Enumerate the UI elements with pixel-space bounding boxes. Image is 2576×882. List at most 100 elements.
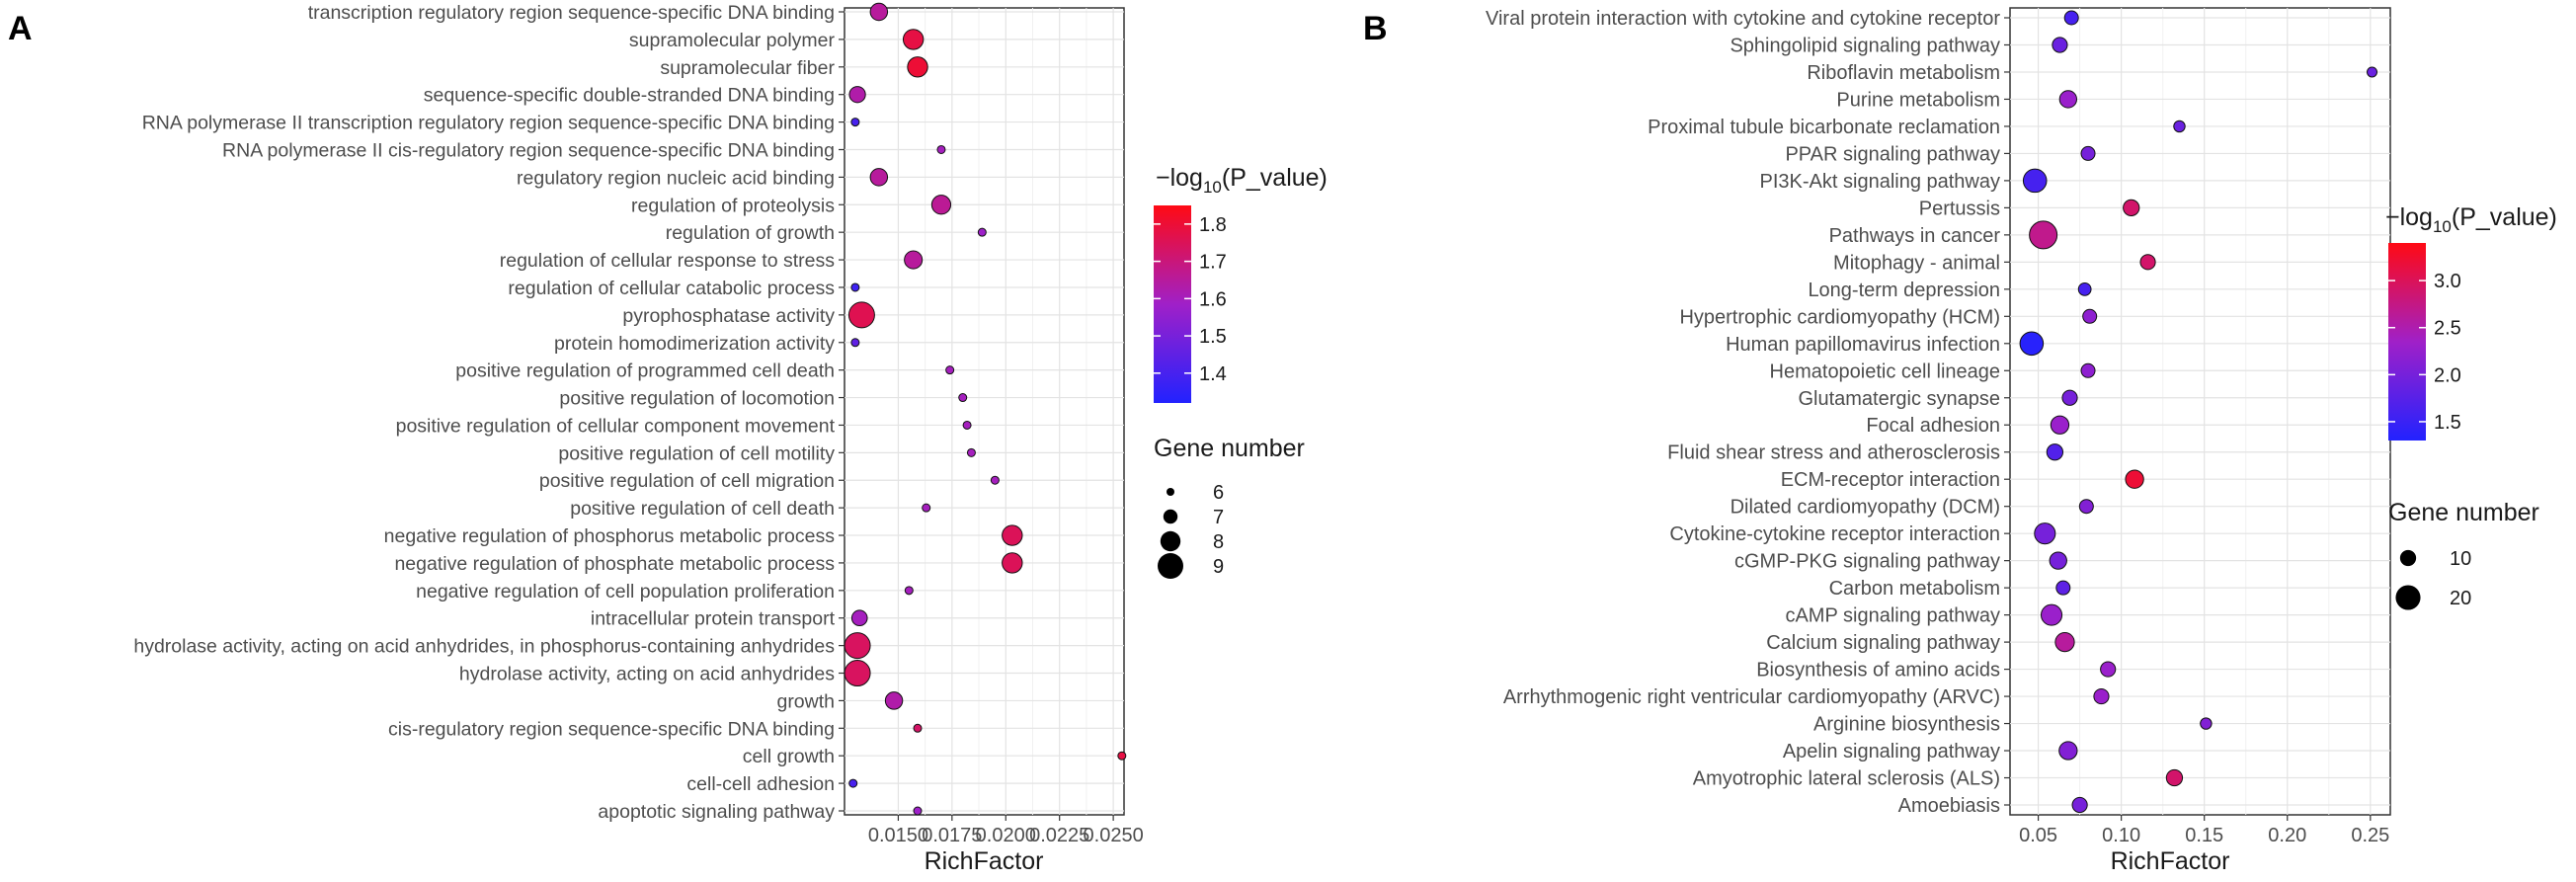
data-point [2123,199,2140,217]
data-point [904,586,914,596]
colorbar-tick-label: 3.0 [2434,271,2461,292]
data-point [1117,751,1127,761]
y-tick-label: Sphingolipid signaling pathway [1730,35,2000,56]
y-tick-label: regulation of cellular response to stres… [500,250,836,272]
data-point [2019,331,2045,357]
x-tick-label: 0.05 [2019,825,2057,846]
data-point [966,447,976,457]
data-point [958,393,968,403]
colorbar-tick-label: 2.5 [2434,318,2461,340]
y-tick-label: growth [776,690,835,712]
data-point [869,168,889,187]
x-axis-title: RichFactor [2111,847,2230,875]
color-legend-title: −log10(P_value) [1156,164,1328,197]
data-point [1002,524,1023,546]
y-tick-label: negative regulation of cell population p… [416,581,835,602]
grid [845,8,1124,815]
data-point [850,118,860,127]
y-tick-label: positive regulation of programmed cell d… [455,361,835,382]
size-legend-items: 10 20 [2395,548,2471,610]
colorbar-tick-label: 2.0 [2434,364,2461,386]
colorbar-tick-label: 1.4 [1199,363,1227,385]
size-legend-label: 20 [2450,588,2471,609]
data-point [850,609,868,627]
data-point [2080,145,2096,161]
y-tick-label: positive regulation of cell death [570,498,835,520]
x-tick-label: 0.20 [2268,825,2306,846]
data-point [884,691,904,710]
panel-letter: B [1363,10,1388,47]
data-point [2139,254,2156,271]
data-point [2052,37,2068,53]
data-point [2173,120,2186,133]
x-tick-label: 0.25 [2351,825,2389,846]
data-point [936,144,946,154]
y-tick-label: cis-regulatory region sequence-specific … [388,718,835,740]
size-legend: Gene number 6 7 8 9 [1154,435,1305,579]
data-point [990,475,1000,485]
x-tick-label: 0.0225 [1029,825,1089,846]
y-tick-label: pyrophosphatase activity [622,305,835,327]
size-legend-label: 6 [1213,482,1224,504]
data-point [2082,308,2098,324]
colorbar-tick-label: 1.6 [1199,288,1227,310]
size-legend-swatch [1163,509,1178,524]
size-legend-swatch [2399,549,2417,567]
y-tick-label: Apelin signaling pathway [1783,741,2000,762]
data-point [2054,631,2075,653]
y-tick-label: RNA polymerase II transcription regulato… [142,113,835,134]
colorbar [2388,243,2426,441]
plot-area [844,7,1125,816]
data-point [2029,220,2058,250]
y-tick-label: intracellular protein transport [591,608,836,630]
y-tick-label: cGMP-PKG signaling pathway [1734,551,2000,573]
x-tick-label: 0.0250 [1084,825,1144,846]
y-tick-label: positive regulation of cell migration [539,470,835,492]
y-tick-label: Pathways in cancer [1829,225,2001,247]
size-legend-swatch [1160,530,1181,552]
y-tick-label: supramolecular polymer [629,30,836,51]
y-tick-label: Glutamatergic synapse [1798,388,2000,410]
data-point [2077,281,2092,296]
size-legend-label: 10 [2450,548,2471,570]
y-tick-label: Carbon metabolism [1829,578,2000,600]
y-tick-label: negative regulation of phosphate metabol… [394,553,835,575]
y-tick-label: Proximal tubule bicarbonate reclamation [1648,117,2000,138]
colorbar-ticks: 1.5 2.0 2.5 3.0 [2388,271,2461,434]
y-tick-label: regulation of cellular catabolic process [508,278,835,299]
y-tick-label: Mitophagy - animal [1833,252,2000,274]
y-tick-label: Dilated cardiomyopathy (DCM) [1731,497,2000,519]
y-tick-label: PPAR signaling pathway [1785,143,2000,165]
colorbar-tick-label: 1.7 [1199,252,1227,274]
y-tick-label: apoptotic signaling pathway [598,801,835,823]
y-tick-label: sequence-specific double-stranded DNA bi… [424,85,835,107]
data-point [850,338,860,348]
data-point [2078,499,2094,515]
size-legend-swatch [2395,585,2421,610]
data-point [913,806,923,816]
y-tick-label: positive regulation of locomotion [559,388,835,410]
y-tick-label: Cytokine-cytokine receptor interaction [1669,523,2000,545]
y-tick-label: Focal adhesion [1866,415,2000,437]
x-tick-label: 0.0150 [868,825,928,846]
y-tick-label: Riboflavin metabolism [1807,62,2000,84]
x-tick-label: 0.0200 [976,825,1036,846]
data-point [2061,389,2078,406]
data-point [2125,469,2144,489]
data-points [2019,10,2378,814]
y-tick-label: Amoebiasis [1898,795,2000,817]
x-tick-label: 0.10 [2102,825,2140,846]
data-point [962,420,972,430]
y-tick-label: hydrolase activity, acting on acid anhyd… [459,664,835,685]
data-point [2367,66,2378,78]
colorbar-tick-label: 1.8 [1199,214,1227,236]
chart-panel-b: B Viral protein interaction with cytokin… [1363,7,2557,875]
plot-area [2009,7,2391,816]
y-tick-label: Arrhythmogenic right ventricular cardiom… [1503,686,2000,708]
data-point [2034,522,2056,545]
data-point [848,86,866,104]
y-tick-label: ECM-receptor interaction [1781,469,2000,491]
data-point [848,778,858,788]
data-point [2071,796,2088,814]
